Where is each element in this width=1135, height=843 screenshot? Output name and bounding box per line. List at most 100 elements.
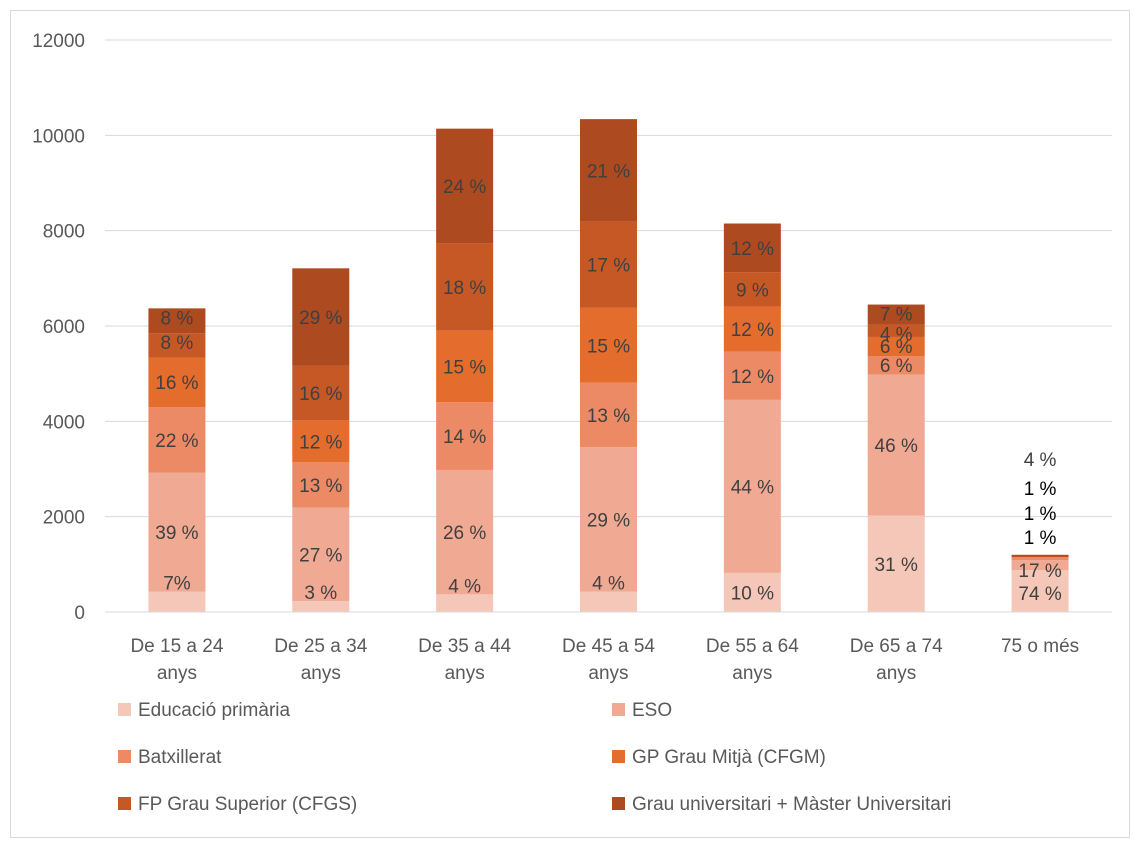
bar-segment (292, 601, 350, 612)
x-tick-label: De 65 a 74 (850, 636, 943, 657)
data-label: 6 % (880, 356, 913, 377)
x-tick-label: anys (445, 663, 485, 684)
bar-segment (292, 268, 350, 366)
y-tick-label: 8000 (43, 222, 85, 243)
data-label: 8 % (161, 308, 194, 329)
data-label: 4 % (448, 576, 481, 597)
bar-segment (1011, 570, 1069, 612)
bar-segment (292, 420, 350, 463)
bar-segment (867, 356, 925, 375)
y-tick-label: 0 (74, 603, 85, 624)
legend-label: Grau universitari + Màster Universitari (632, 794, 951, 815)
data-label: 74 % (1018, 584, 1061, 605)
bar-segment (148, 308, 206, 334)
x-tick-label: De 45 a 54 (562, 636, 655, 657)
x-tick-label: De 35 a 44 (418, 636, 511, 657)
data-label: 6 % (880, 337, 913, 358)
bar-segment (723, 223, 781, 273)
data-label: 21 % (587, 161, 630, 182)
data-label: 24 % (443, 177, 486, 198)
data-label: 7% (163, 574, 191, 595)
legend-swatch (612, 703, 625, 716)
data-label: 1 % (1024, 504, 1057, 525)
x-tick-label: anys (301, 663, 341, 684)
bar-segment (1011, 557, 1069, 558)
data-label: 26 % (443, 523, 486, 544)
bar-segment (867, 374, 925, 516)
data-label: 12 % (731, 367, 774, 388)
x-tick-label: anys (157, 663, 197, 684)
data-label: 1 % (1024, 528, 1057, 549)
bar-segment (292, 507, 350, 602)
data-label: 29 % (299, 308, 342, 329)
bar-segment (1011, 556, 1069, 558)
data-label: 13 % (299, 476, 342, 497)
y-tick-label: 12000 (32, 31, 85, 52)
bar-segment (723, 351, 781, 400)
bar-segment (580, 307, 637, 383)
bar-segment (867, 324, 925, 337)
x-tick-label: De 55 a 64 (706, 636, 799, 657)
bar-segment (867, 304, 925, 325)
bar-segment (436, 402, 494, 470)
bar-segment (580, 221, 637, 308)
bar-segment (436, 128, 494, 244)
data-label: 3 % (304, 583, 337, 604)
legend-swatch (612, 797, 625, 810)
data-label: 4 % (880, 325, 913, 346)
bar-segment (867, 336, 925, 357)
x-tick-label: anys (588, 663, 628, 684)
x-tick-label: anys (876, 663, 916, 684)
data-label: 4 % (592, 574, 625, 595)
y-tick-label: 4000 (43, 412, 85, 433)
data-label: 31 % (875, 555, 918, 576)
data-label: 17 % (587, 256, 630, 277)
bar-segment (292, 365, 350, 421)
data-label: 39 % (155, 523, 198, 544)
y-tick-label: 6000 (43, 317, 85, 338)
bar-segment (292, 462, 350, 508)
data-label: 16 % (299, 384, 342, 405)
data-label: 14 % (443, 427, 486, 448)
legend-swatch (118, 797, 131, 810)
bar-segment (148, 333, 206, 358)
bar-segment (723, 306, 781, 352)
x-tick-label: anys (732, 663, 772, 684)
bar-segment (580, 591, 637, 612)
data-label: 44 % (731, 477, 774, 498)
bar-segment (436, 594, 494, 612)
bar-segment (580, 119, 637, 222)
legend-label: ESO (632, 700, 672, 721)
data-label: 29 % (587, 510, 630, 531)
legend-label: GP Grau Mitjà (CFGM) (632, 747, 826, 768)
bar-segment (867, 515, 925, 612)
data-label: 13 % (587, 406, 630, 427)
legend-label: Batxillerat (138, 747, 222, 768)
data-label: 16 % (155, 373, 198, 394)
data-label: 15 % (587, 336, 630, 357)
bar-segment (148, 357, 206, 408)
bar-segment (723, 572, 781, 612)
bar-segment (1011, 557, 1069, 561)
legend-swatch (612, 750, 625, 763)
data-label: 22 % (155, 431, 198, 452)
data-label: 12 % (731, 239, 774, 260)
bar-segment (580, 382, 637, 448)
bar-segment (1011, 554, 1069, 557)
bar-segment (436, 330, 494, 403)
bar-segment (723, 399, 781, 573)
data-label: 15 % (443, 358, 486, 379)
x-tick-label: De 15 a 24 (130, 636, 223, 657)
data-label: 4 % (1024, 450, 1057, 471)
data-label: 17 % (1018, 561, 1061, 582)
data-label: 8 % (161, 333, 194, 354)
legend-label: FP Grau Superior (CFGS) (138, 794, 357, 815)
y-tick-label: 10000 (32, 126, 85, 147)
data-label: 46 % (875, 436, 918, 457)
legend-label: Educació primària (138, 700, 290, 721)
x-tick-label: 75 o més (1001, 636, 1079, 657)
y-tick-label: 2000 (43, 508, 85, 529)
data-label: 18 % (443, 278, 486, 299)
legend-swatch (118, 703, 131, 716)
